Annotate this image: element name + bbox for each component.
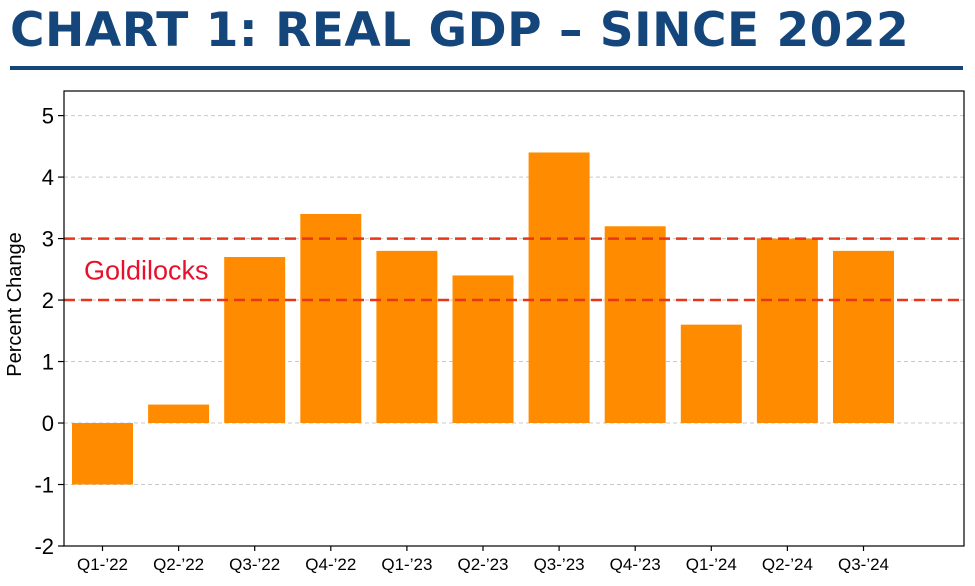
- x-tick-label: Q1-’22: [77, 555, 128, 574]
- y-axis-title: Percent Change: [4, 232, 26, 377]
- x-tick-label: Q2-’23: [457, 555, 508, 574]
- x-tick-label: Q1-’23: [381, 555, 432, 574]
- labels: -2 -1 0 1 2 3 4 5 Q1-’22 Q2-’22 Q3-’22 Q4-’22 Q1-’23…: [4, 104, 889, 574]
- y-tick-label: 3: [42, 227, 54, 252]
- x-tick-label: Q4-’22: [305, 555, 356, 574]
- bar: [300, 213, 362, 424]
- x-tick-label: Q2-’22: [153, 555, 204, 574]
- bars: [72, 152, 894, 485]
- x-tick-label: Q4-’23: [610, 555, 661, 574]
- bar: [224, 257, 286, 424]
- x-tick-label: Q3-’24: [838, 555, 889, 574]
- bar: [528, 152, 590, 424]
- bar: [680, 324, 742, 424]
- y-tick-label: -2: [34, 534, 54, 559]
- bar: [148, 404, 210, 424]
- x-tick-label: Q2-’24: [762, 555, 813, 574]
- gridlines: [64, 115, 964, 547]
- bar: [452, 275, 514, 424]
- y-tick-label: 0: [42, 411, 54, 436]
- goldilocks-label: Goldilocks: [84, 255, 209, 285]
- y-tick-label: -1: [34, 473, 54, 498]
- title-underline: [10, 66, 963, 70]
- plot-frame: [63, 90, 965, 547]
- y-tick-label: 4: [42, 165, 54, 190]
- bar: [833, 250, 894, 424]
- y-tick-label: 5: [42, 104, 54, 129]
- chart-title: CHART 1: REAL GDP – SINCE 2022: [10, 3, 910, 58]
- bar: [376, 250, 438, 424]
- y-tick-label: 1: [42, 350, 54, 375]
- x-tick-label: Q3-’23: [534, 555, 585, 574]
- reference-lines: [64, 237, 964, 302]
- x-tick-label: Q3-’22: [229, 555, 280, 574]
- bar: [604, 226, 666, 424]
- y-tick-label: 2: [42, 288, 54, 313]
- x-tick-label: Q1-’24: [686, 555, 737, 574]
- bar: [756, 238, 818, 424]
- bar: [72, 423, 133, 485]
- axes: [58, 90, 965, 551]
